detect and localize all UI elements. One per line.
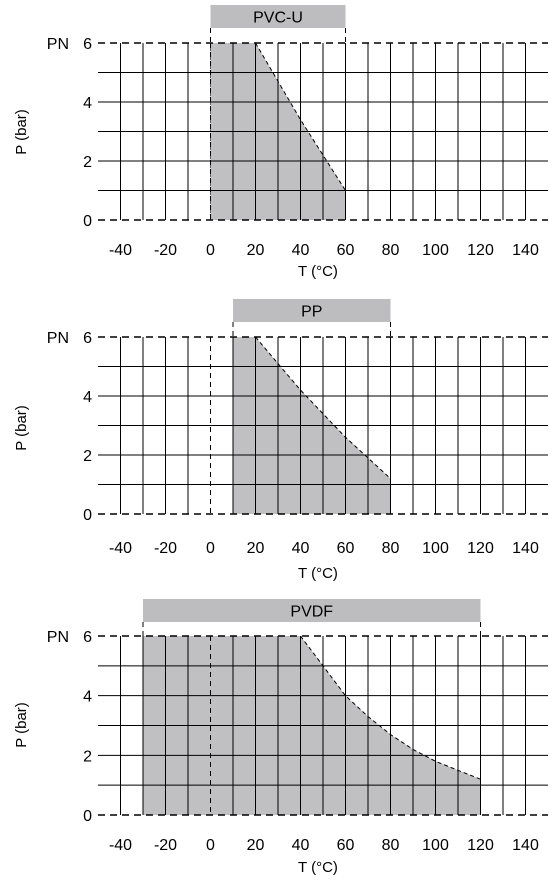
material-label: PVC-U	[253, 10, 303, 27]
x-tick-label: 0	[206, 837, 215, 854]
y-axis-label: P (bar)	[13, 405, 30, 451]
x-tick-label: 80	[382, 242, 400, 259]
y-tick-label: 0	[83, 808, 92, 825]
pn-label: PN	[47, 629, 69, 646]
x-tick-label: 120	[467, 837, 494, 854]
y-tick-label: 2	[83, 448, 92, 465]
x-tick-label: -20	[154, 837, 177, 854]
x-axis-label: T (°C)	[298, 565, 338, 582]
x-tick-label: -20	[154, 242, 177, 259]
x-tick-label: 100	[422, 540, 449, 557]
temperature-range-bar	[233, 299, 391, 322]
x-tick-label: 120	[467, 242, 494, 259]
x-tick-label: -40	[109, 242, 132, 259]
x-tick-label: -40	[109, 540, 132, 557]
x-tick-label: 100	[422, 837, 449, 854]
x-tick-label: 0	[206, 540, 215, 557]
y-tick-label: 4	[83, 95, 92, 112]
y-tick-label: 0	[83, 213, 92, 230]
x-tick-label: -20	[154, 540, 177, 557]
temperature-range-bar	[210, 5, 346, 28]
pn-label: PN	[47, 36, 69, 53]
x-tick-label: -40	[109, 837, 132, 854]
x-tick-label: 60	[337, 242, 355, 259]
x-tick-label: 60	[337, 540, 355, 557]
x-axis-label: T (°C)	[298, 263, 338, 280]
x-tick-label: 0	[206, 242, 215, 259]
x-tick-label: 140	[512, 837, 539, 854]
y-tick-label: 4	[83, 389, 92, 406]
x-tick-label: 20	[247, 837, 265, 854]
y-tick-label: 0	[83, 507, 92, 524]
x-tick-label: 140	[512, 540, 539, 557]
x-tick-label: 100	[422, 242, 449, 259]
y-tick-label: 6	[83, 629, 92, 646]
x-tick-label: 60	[337, 837, 355, 854]
y-tick-label: 2	[83, 748, 92, 765]
x-tick-label: 40	[292, 837, 310, 854]
x-tick-label: 80	[382, 837, 400, 854]
temperature-range-bar	[143, 599, 481, 622]
x-tick-label: 40	[292, 540, 310, 557]
y-axis-label: P (bar)	[13, 702, 30, 748]
x-tick-label: 120	[467, 540, 494, 557]
y-tick-label: 6	[83, 36, 92, 53]
y-tick-label: 6	[83, 330, 92, 347]
pressure-limit-curve	[255, 42, 346, 191]
x-tick-label: 40	[292, 242, 310, 259]
pn-label: PN	[47, 330, 69, 347]
material-label: PP	[301, 304, 322, 321]
material-label: PVDF	[290, 604, 333, 621]
x-tick-label: 80	[382, 540, 400, 557]
x-axis-label: T (°C)	[298, 859, 338, 876]
x-tick-label: 20	[247, 242, 265, 259]
y-tick-label: 2	[83, 154, 92, 171]
x-tick-label: 140	[512, 242, 539, 259]
y-tick-label: 4	[83, 689, 92, 706]
y-axis-label: P (bar)	[13, 109, 30, 155]
x-tick-label: 20	[247, 540, 265, 557]
